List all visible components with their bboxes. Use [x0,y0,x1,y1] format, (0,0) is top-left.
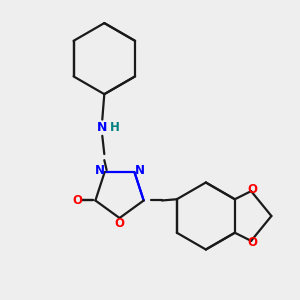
Text: N: N [134,164,145,177]
Text: O: O [247,183,257,196]
Text: O: O [72,194,82,207]
Text: H: H [110,121,119,134]
Text: N: N [94,164,104,177]
Text: O: O [115,217,124,230]
Text: O: O [247,236,257,249]
Text: N: N [97,121,107,134]
